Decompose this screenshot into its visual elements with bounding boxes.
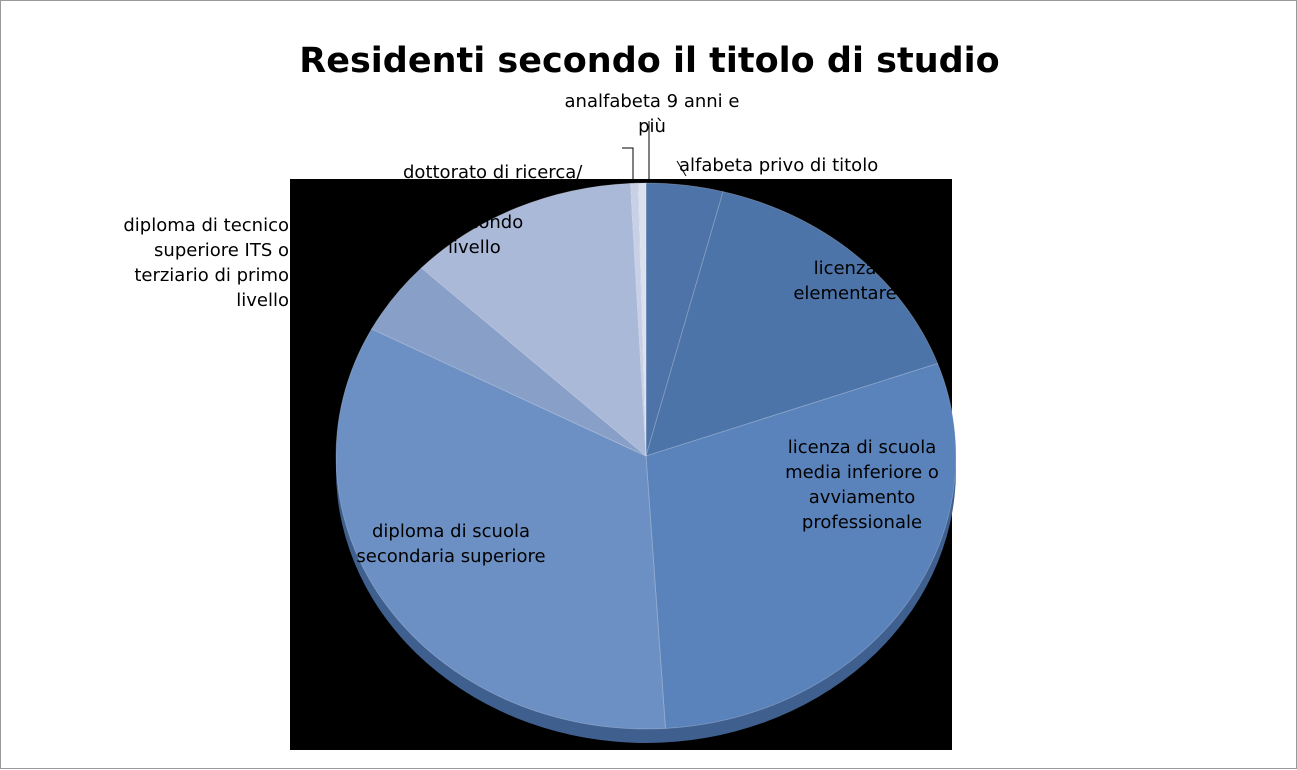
pie-slice bbox=[629, 182, 647, 457]
label-elementare: licenza elementare bbox=[793, 258, 897, 304]
label-alfabeta: alfabeta privo di titolo bbox=[679, 155, 879, 176]
leader-line bbox=[622, 147, 634, 179]
pie-slice bbox=[645, 363, 957, 729]
leader-line bbox=[676, 160, 687, 177]
label-media: licenza di scuola media inferiore o avvi… bbox=[785, 437, 939, 533]
pie-slice bbox=[637, 182, 647, 457]
pie-slice bbox=[371, 267, 647, 457]
pie-slice bbox=[645, 182, 724, 457]
label-its: diploma di tecnico superiore ITS o terzi… bbox=[123, 215, 289, 311]
label-analfabeta: analfabeta 9 anni e più bbox=[564, 91, 740, 137]
pie-slice bbox=[645, 191, 939, 457]
pie-slice bbox=[335, 328, 666, 730]
pie-slice bbox=[420, 182, 647, 457]
label-diploma: diploma di scuola secondaria superiore bbox=[356, 521, 546, 567]
label-secondo: secondo livello bbox=[448, 212, 524, 258]
label-dottorato: dottorato di ricerca/ bbox=[403, 162, 583, 183]
chart-title: Residenti secondo il titolo di studio bbox=[299, 41, 1000, 81]
